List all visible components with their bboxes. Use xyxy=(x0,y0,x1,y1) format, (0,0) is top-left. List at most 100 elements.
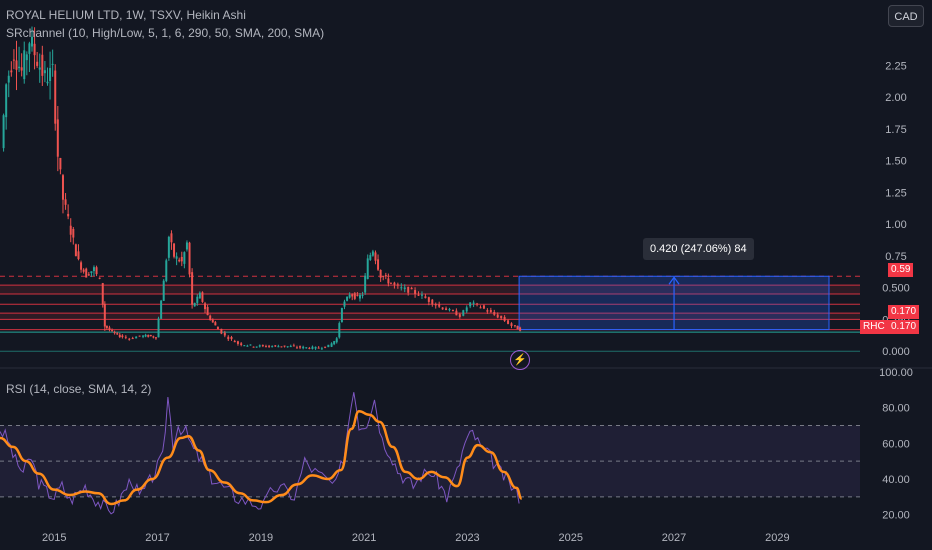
price-candle xyxy=(280,346,283,348)
price-candle xyxy=(90,271,93,273)
price-candle xyxy=(292,345,295,347)
price-candle xyxy=(465,307,468,312)
price-candle xyxy=(103,303,106,327)
price-candle xyxy=(144,334,147,337)
price-candle xyxy=(366,258,369,279)
price-candle xyxy=(364,275,367,293)
price-candle xyxy=(69,225,72,235)
price-candle xyxy=(311,346,314,350)
price-candle xyxy=(38,67,41,70)
price-candle xyxy=(346,296,349,301)
price-candle xyxy=(516,325,519,330)
price-candle xyxy=(72,228,75,238)
price-candle xyxy=(56,119,59,157)
price-candle xyxy=(420,294,423,296)
time-tick-label: 2027 xyxy=(662,532,686,544)
measure-tooltip: 0.420 (247.06%) 84 xyxy=(643,238,754,260)
price-candle xyxy=(431,299,434,305)
price-candle xyxy=(427,297,430,302)
price-candle xyxy=(80,262,83,270)
price-candle xyxy=(507,320,510,324)
price-candle xyxy=(160,300,163,319)
price-candle xyxy=(36,61,39,66)
price-candle xyxy=(198,292,201,299)
price-candle xyxy=(165,260,168,282)
price-candle xyxy=(196,296,199,303)
price-candle xyxy=(441,307,444,310)
price-candle xyxy=(327,344,330,348)
sr-zone xyxy=(0,313,860,320)
price-candle xyxy=(513,325,516,327)
price-tick-label: 1.75 xyxy=(885,124,906,136)
price-candle xyxy=(149,334,152,337)
indicator-legend[interactable]: SRchannel (10, High/Low, 5, 1, 6, 290, 5… xyxy=(6,26,325,40)
price-candle xyxy=(216,327,219,330)
price-candle xyxy=(170,233,173,243)
price-candle xyxy=(261,345,264,347)
price-tick-label: 0.000 xyxy=(882,346,910,358)
price-candle xyxy=(185,242,188,250)
price-candle xyxy=(74,244,77,257)
price-candle xyxy=(448,308,451,311)
price-candle xyxy=(12,59,15,61)
price-candle xyxy=(407,286,410,293)
price-candle xyxy=(61,175,64,200)
price-candle xyxy=(167,236,170,258)
price-candle xyxy=(204,303,207,310)
price-candle xyxy=(246,345,249,347)
price-candle xyxy=(209,315,212,320)
price-candle xyxy=(348,294,351,298)
currency-button[interactable]: CAD xyxy=(888,5,924,27)
time-tick-label: 2015 xyxy=(42,532,66,544)
price-candle xyxy=(252,346,255,348)
price-candle xyxy=(335,338,338,343)
price-candles xyxy=(2,26,522,350)
price-candle xyxy=(175,256,178,259)
price-candle xyxy=(308,347,311,349)
price-candle xyxy=(379,270,382,278)
price-candle xyxy=(277,346,280,348)
price-candle xyxy=(193,302,196,307)
rsi-tick-label: 60.00 xyxy=(882,438,910,450)
price-candle xyxy=(249,344,252,346)
price-candle xyxy=(18,66,21,69)
price-candle xyxy=(424,296,427,299)
price-candle xyxy=(46,81,49,84)
price-candle xyxy=(255,346,258,348)
price-candle xyxy=(152,336,155,338)
price-candle xyxy=(333,341,336,345)
price-candle xyxy=(479,307,482,309)
price-candle xyxy=(472,302,475,304)
price-candle xyxy=(317,347,320,349)
time-tick-label: 2017 xyxy=(145,532,169,544)
price-candle xyxy=(33,43,36,56)
rsi-legend[interactable]: RSI (14, close, SMA, 14, 2) xyxy=(6,382,152,396)
price-candle xyxy=(191,272,194,305)
price-candle xyxy=(111,330,114,332)
lightning-alert-icon[interactable]: ⚡ xyxy=(510,350,530,370)
price-candle xyxy=(469,302,472,307)
measure-tool[interactable] xyxy=(518,275,830,331)
price-candle xyxy=(105,325,108,329)
last-price-tag: 0.170 xyxy=(888,320,920,334)
price-candle xyxy=(340,307,343,323)
price-tag-mid: 0.170 xyxy=(888,305,920,319)
price-candle xyxy=(220,328,223,334)
sr-channel-bands xyxy=(0,275,860,352)
price-candle xyxy=(264,346,267,348)
price-candle xyxy=(289,346,292,348)
price-candle xyxy=(476,303,479,305)
price-candle xyxy=(489,310,492,313)
price-candle xyxy=(101,283,104,305)
price-candle xyxy=(403,287,406,290)
price-candle xyxy=(128,338,131,340)
price-candle xyxy=(274,345,277,347)
price-candle xyxy=(43,70,46,74)
price-candle xyxy=(54,70,57,124)
price-candle xyxy=(10,70,13,73)
price-candle xyxy=(371,251,374,256)
time-tick-label: 2025 xyxy=(559,532,583,544)
price-candle xyxy=(2,115,5,149)
